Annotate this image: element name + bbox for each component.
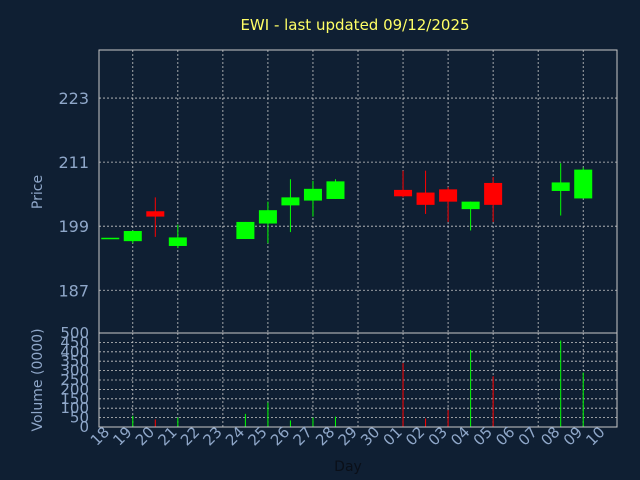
- volume-tick-label: 250: [60, 371, 89, 389]
- candle-body: [439, 189, 458, 202]
- volume-axis-title: Volume (0000): [30, 328, 46, 431]
- candle-body: [236, 221, 255, 240]
- volume-tick-label: 350: [60, 352, 89, 370]
- volume-tick-label: 300: [60, 362, 89, 380]
- volume-panel-frame: [98, 332, 618, 428]
- volume-tick-label: 400: [60, 343, 89, 361]
- candle-body: [551, 182, 570, 191]
- candles: [101, 163, 593, 249]
- volume-bars: [132, 340, 584, 427]
- candle-body: [416, 192, 435, 205]
- candle-body: [123, 231, 142, 242]
- chart-title: EWI - last updated 09/12/2025: [240, 16, 469, 34]
- price-tick-label: 199: [58, 217, 89, 236]
- x-axis-ticks: 1819202122232425262728293001020304050607…: [87, 423, 609, 449]
- candle-body: [461, 201, 480, 210]
- candle-body: [574, 169, 593, 199]
- price-tick-label: 223: [58, 89, 89, 108]
- candle-body: [146, 211, 165, 217]
- volume-tick-label: 50: [70, 409, 89, 427]
- volume-tick-label: 0: [79, 418, 89, 436]
- volume-tick-label: 500: [60, 324, 89, 342]
- price-tick-label: 187: [58, 281, 89, 300]
- candle-body: [484, 182, 503, 205]
- price-grid: [99, 50, 617, 333]
- price-tick-label: 211: [58, 153, 89, 172]
- volume-tick-label: 100: [60, 399, 89, 417]
- price-panel: 187 199 211 223: [58, 49, 618, 334]
- candle-body: [394, 189, 413, 197]
- volume-tick-label: 450: [60, 333, 89, 351]
- price-y-ticks: 187 199 211 223: [58, 89, 89, 300]
- candle-body: [168, 237, 187, 246]
- volume-grid: [99, 333, 617, 427]
- volume-tick-label: 150: [60, 390, 89, 408]
- x-axis-title: Day: [334, 459, 362, 475]
- candle-body: [281, 197, 300, 206]
- price-axis-title: Price: [30, 175, 46, 209]
- volume-tick-label: 200: [60, 380, 89, 398]
- candle-body: [326, 181, 345, 199]
- candle-body: [303, 188, 322, 201]
- candle-body: [258, 210, 277, 224]
